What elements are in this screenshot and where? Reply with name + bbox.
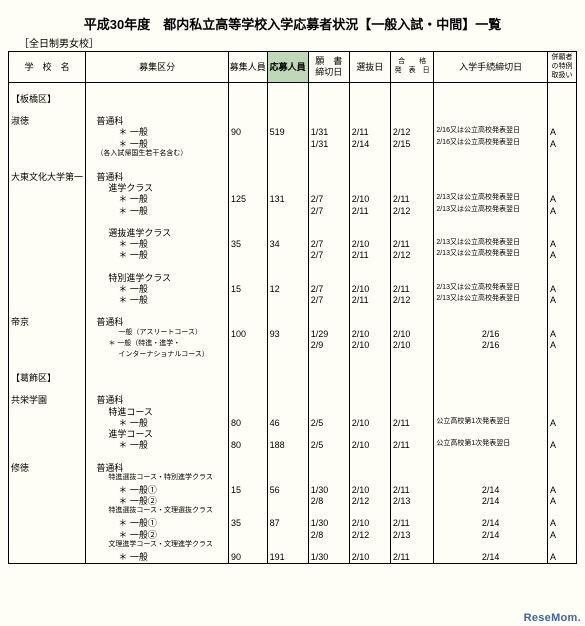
ward-itabashi: 【板橋区】	[9, 94, 86, 105]
page-subtitle: ［全日制男女校］	[19, 35, 577, 50]
col-exam: 選抜日	[349, 52, 390, 83]
school-name: 修徳	[9, 463, 86, 474]
footer-accent: .	[578, 612, 581, 624]
col-concurrent: 併願者の特例取扱い	[547, 52, 576, 83]
footer-brand: ReseMom	[524, 612, 578, 624]
ward-katsushika: 【葛飾区】	[9, 373, 86, 384]
dept: 普通科	[86, 116, 229, 127]
col-result: 合 格発 表 日	[390, 52, 434, 83]
class: 特別進学クラス	[86, 273, 229, 284]
header-row: 学 校 名 募集区分 募集人員 応募人員 願 書締切日 選抜日 合 格発 表 日…	[9, 52, 577, 83]
admissions-table: 学 校 名 募集区分 募集人員 応募人員 願 書締切日 選抜日 合 格発 表 日…	[8, 51, 577, 564]
document-page: 平成30年度 都内私立高等学校入学応募者状況【一般入試・中間】一覧 ［全日制男女…	[0, 0, 585, 568]
col-deadline: 願 書締切日	[308, 52, 349, 83]
school-name: 共栄学園	[9, 395, 86, 406]
dept: 普通科	[86, 172, 229, 183]
class: 進学クラス	[86, 183, 229, 194]
school-name: 淑徳	[9, 116, 86, 127]
col-division: 募集区分	[86, 52, 229, 83]
page-title: 平成30年度 都内私立高等学校入学応募者状況【一般入試・中間】一覧	[8, 14, 577, 33]
col-applicants: 応募人員	[267, 52, 308, 83]
course: 一般	[86, 127, 229, 138]
class: 選抜進学クラス	[86, 228, 229, 239]
school-name: 帝京	[9, 317, 86, 328]
col-proc: 入学手続締切日	[434, 52, 548, 83]
course: 一般	[86, 139, 229, 150]
col-school: 学 校 名	[9, 52, 86, 83]
note: （各入試帰国生若干名含む）	[86, 150, 229, 161]
school-name: 大東文化大学第一	[9, 172, 86, 183]
col-capacity: 募集人員	[228, 52, 267, 83]
footer-watermark: ReseMom.	[524, 612, 581, 624]
